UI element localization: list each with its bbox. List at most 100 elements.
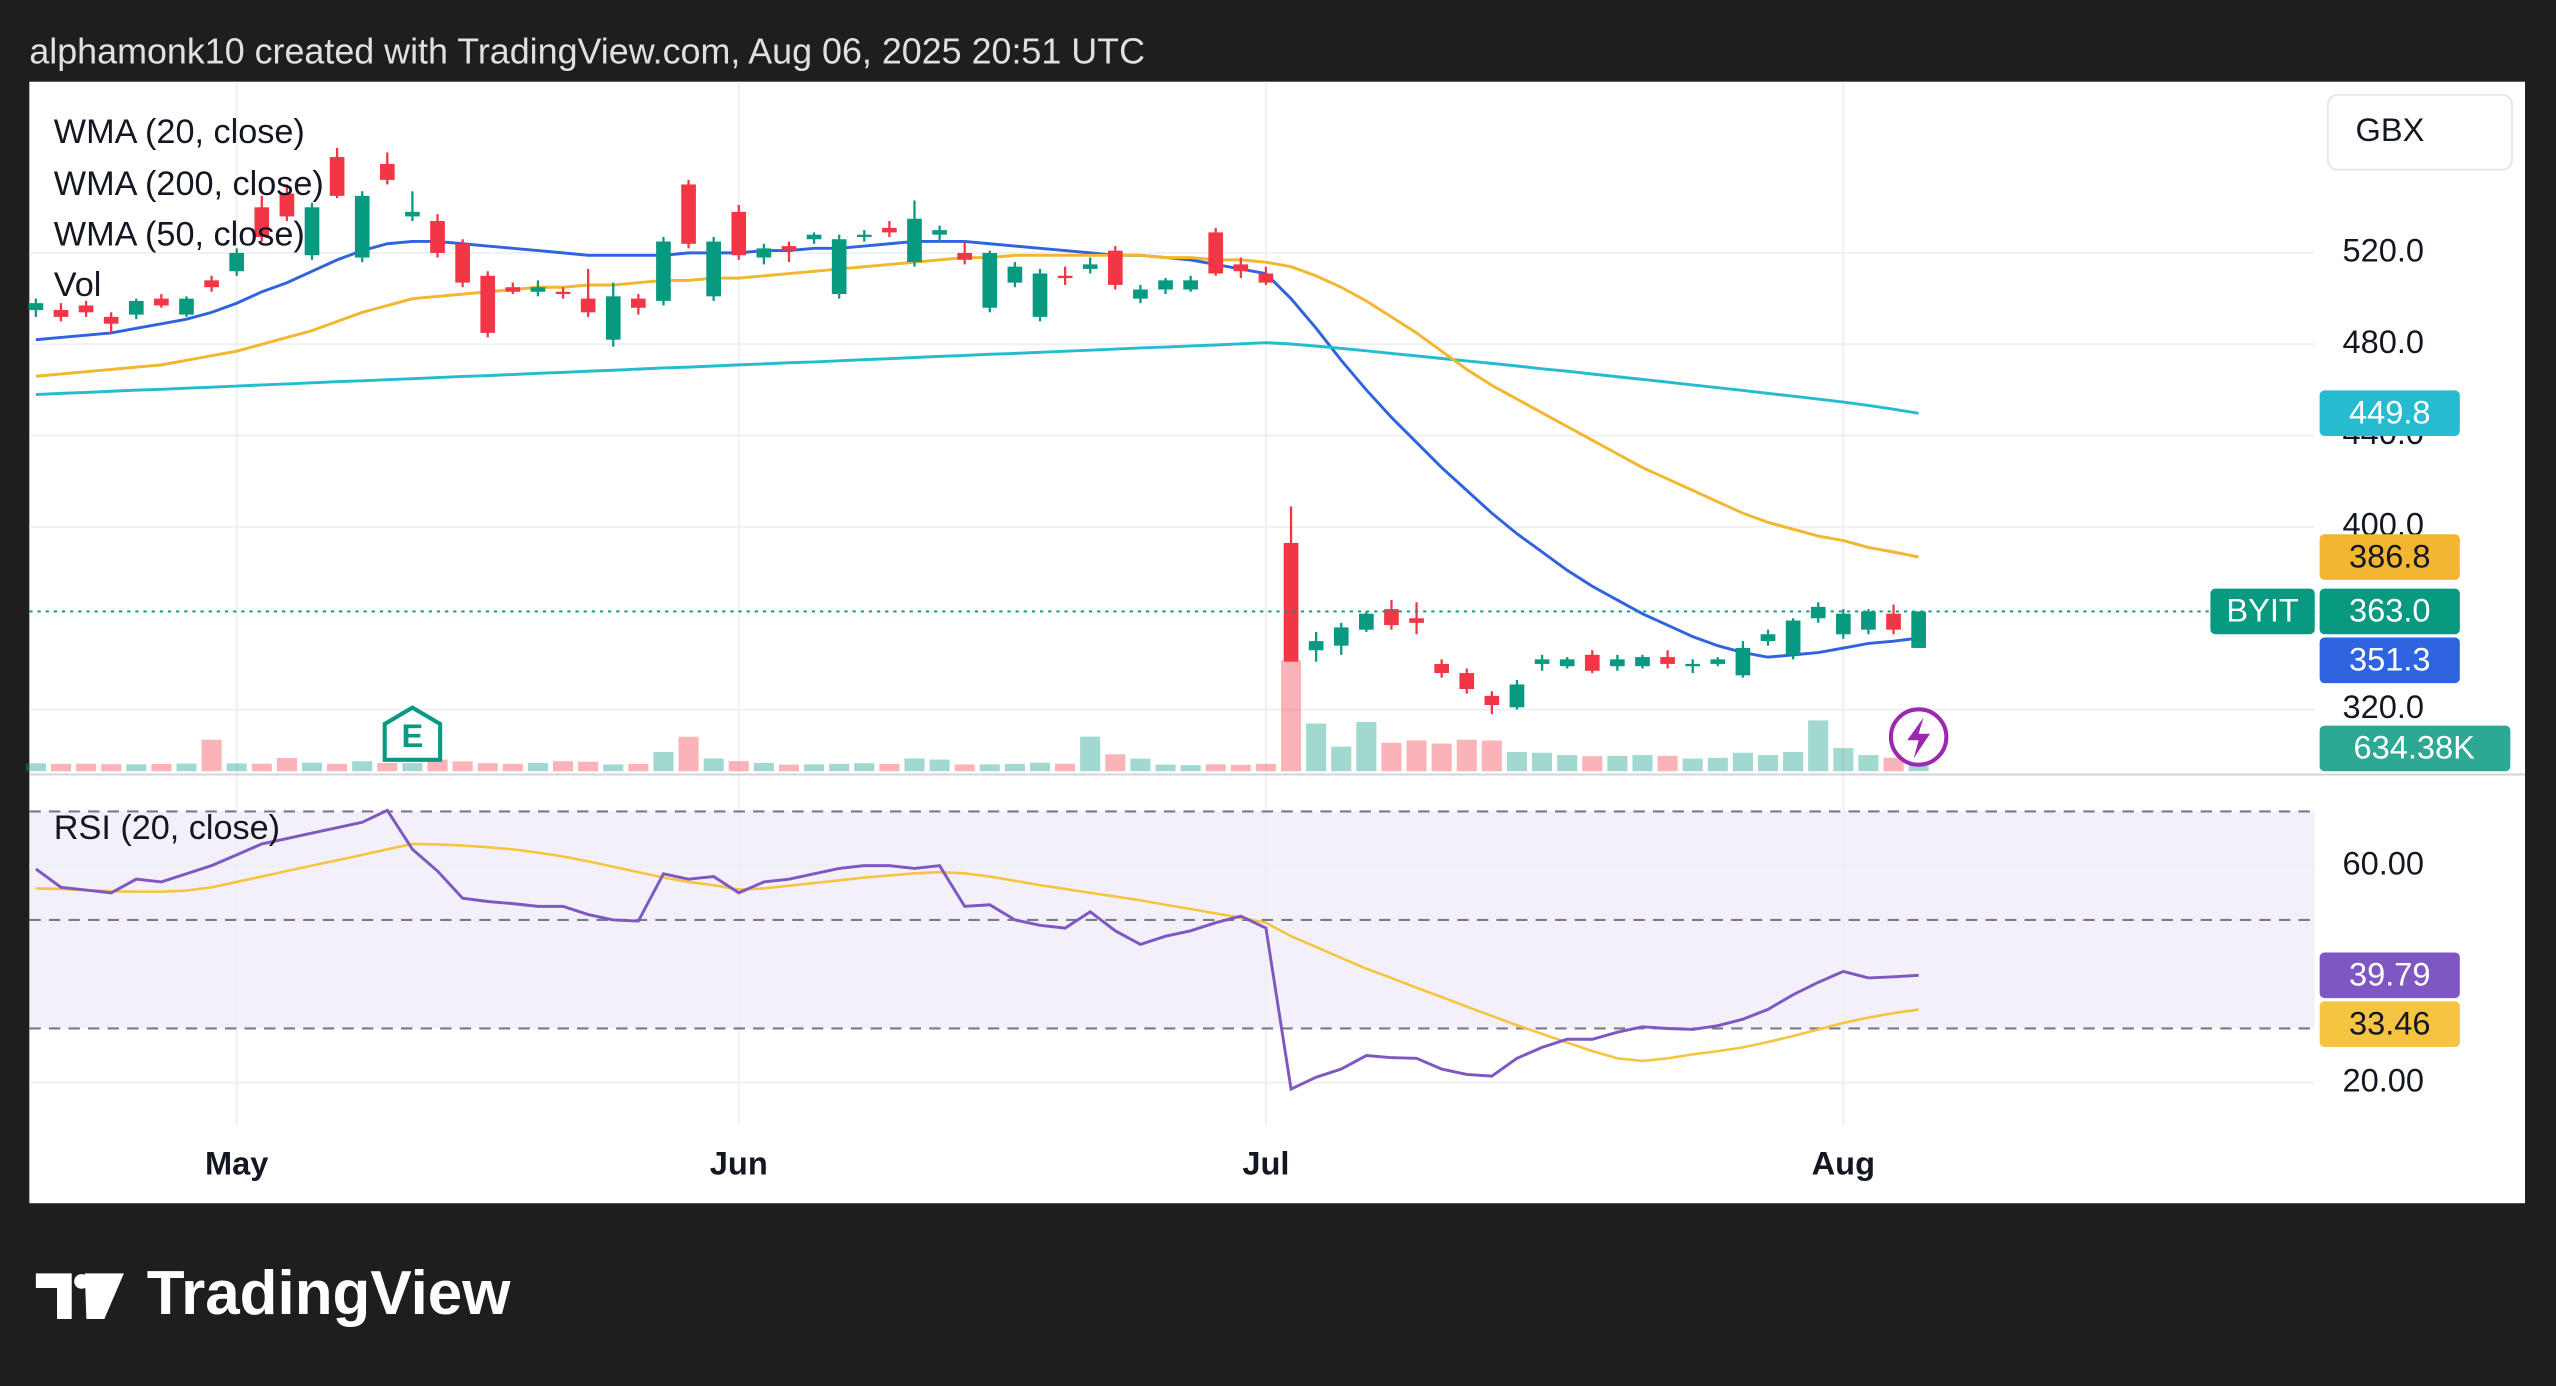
volume-bar (1055, 763, 1076, 772)
volume-bar (1757, 755, 1779, 772)
volume-bar (1431, 743, 1452, 772)
candle-body (430, 220, 445, 253)
volume-bar (502, 763, 523, 772)
volume-bar (352, 761, 373, 772)
volume-bar (1356, 721, 1377, 772)
earnings-badge[interactable]: E (382, 705, 443, 762)
candle-body (1735, 647, 1751, 676)
candle-body (1559, 659, 1575, 667)
currency[interactable]: GBX (2355, 111, 2424, 148)
volume-bar (201, 739, 222, 772)
candle-body (1032, 273, 1048, 317)
volume-bar (151, 764, 172, 772)
currency-box[interactable] (2326, 93, 2513, 171)
candle-body (1459, 673, 1475, 690)
candle-body (555, 291, 571, 295)
candle-body (1384, 609, 1399, 626)
volume-bar (753, 762, 774, 772)
volume-bar (1883, 757, 1904, 772)
volume-bar (477, 763, 498, 772)
rsi-legend: RSI (20, close) (54, 809, 280, 847)
value-box (2319, 390, 2460, 437)
candle-body (1283, 542, 1299, 662)
volume-bar (76, 763, 97, 772)
x-tick-label: Aug (1812, 1144, 1875, 1181)
volume-bar (1331, 746, 1352, 772)
volume-bar (251, 763, 272, 772)
volume-bar (1682, 758, 1703, 772)
candle-body (1308, 641, 1324, 651)
candle-body (1810, 606, 1826, 619)
volume-bar (176, 763, 197, 772)
legend-entry: Vol (54, 266, 102, 304)
volume-bar (1029, 762, 1051, 772)
candle-body (856, 234, 872, 237)
candle-body (1861, 611, 1876, 630)
candle-body (505, 287, 521, 292)
candle-body (1007, 266, 1023, 283)
value-box-label: 33.46 (2349, 1004, 2431, 1041)
candle-body (1660, 657, 1675, 664)
volume-bar (50, 763, 72, 772)
chart-panel (29, 81, 2526, 1204)
volume-bar (226, 763, 247, 772)
candle-body (932, 230, 947, 235)
icon-bolt[interactable] (1907, 717, 1931, 759)
badge-shape[interactable] (382, 705, 443, 762)
footer-logo: TradingView (35, 1259, 511, 1328)
rsi-tick-label: 20.00 (2342, 1061, 2424, 1098)
legend-entry: WMA (20, close) (54, 113, 305, 151)
candle-body (957, 252, 973, 260)
volume-bar (778, 764, 800, 772)
candle-body (530, 287, 546, 292)
candle-body (1057, 275, 1073, 279)
volume-bar (879, 764, 900, 772)
volume-bar (929, 759, 950, 772)
ma-line (35, 239, 1919, 659)
candle-body (580, 298, 596, 313)
volume-bar (1080, 736, 1101, 772)
volume-bar (678, 736, 699, 772)
candle-body (781, 246, 797, 251)
volume-bar (1230, 764, 1251, 772)
candle-body (78, 305, 94, 313)
candle-body (907, 218, 922, 263)
candle-body (1434, 663, 1449, 674)
volume-bar (1130, 758, 1151, 772)
candle-body (1635, 657, 1650, 667)
candle-body (1886, 613, 1901, 630)
volume-bar (377, 762, 398, 772)
candle-body (605, 296, 621, 340)
badge-label[interactable]: E (402, 717, 424, 754)
volume-bar (578, 761, 599, 772)
ma-line (35, 253, 1919, 559)
volume-bar (552, 761, 574, 772)
candle-body (1258, 273, 1274, 283)
x-tick-label: May (205, 1144, 268, 1181)
volume-bar (301, 762, 323, 772)
logo-mark (35, 1273, 124, 1319)
volume-bar (126, 764, 147, 772)
volume-bar (452, 761, 473, 772)
legend-entry: WMA (200, close) (54, 165, 324, 203)
volume-bar (1406, 740, 1427, 772)
candle-body (681, 184, 696, 244)
value-box-label: 39.79 (2349, 956, 2431, 993)
candle-body (982, 252, 998, 308)
candle-body (304, 207, 320, 256)
candle-body (1107, 250, 1123, 285)
event-icon[interactable] (1888, 707, 1949, 767)
value-box-label: 386.8 (2349, 537, 2431, 574)
volume-bar (1205, 764, 1226, 772)
candle-body (1208, 232, 1224, 274)
volume-bar (1306, 723, 1327, 772)
candle-body (1584, 654, 1600, 671)
volume-bar (1255, 763, 1276, 772)
volume-bar (1155, 764, 1176, 772)
y-tick-label: 480.0 (2342, 323, 2424, 360)
symbol-box (2210, 588, 2315, 635)
candle-body (254, 207, 270, 237)
value-box (2319, 637, 2460, 684)
legend-entry: WMA (50, close) (54, 216, 305, 254)
candle-body (1835, 613, 1851, 635)
